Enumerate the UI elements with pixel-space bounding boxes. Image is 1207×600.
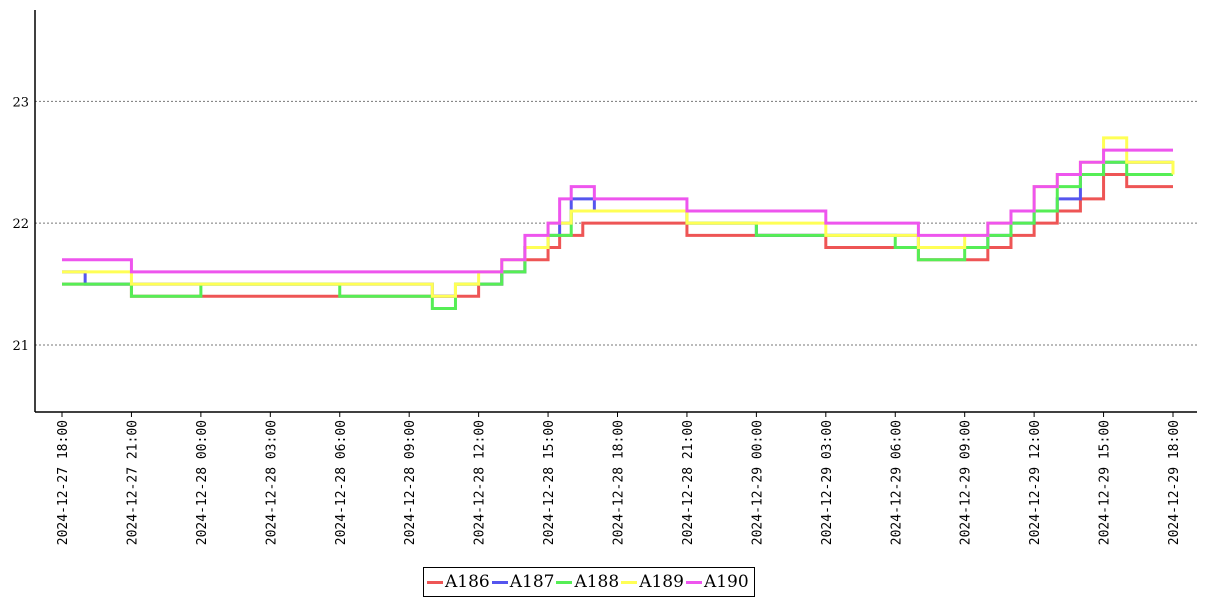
x-tick-label: 2024-12-29 09:00 <box>959 420 974 545</box>
x-tick-label: 2024-12-28 03:00 <box>264 420 279 545</box>
series-line-a187 <box>62 160 1173 298</box>
legend-item-a190: A190 <box>685 572 749 592</box>
legend-label: A186 <box>445 572 490 592</box>
x-tick-label: 2024-12-29 06:00 <box>889 420 904 545</box>
x-tick-label: 2024-12-28 09:00 <box>403 420 418 545</box>
y-tick-labels: 21 22 23 <box>12 95 29 354</box>
series-line-a190 <box>62 148 1173 274</box>
series-line-a188 <box>62 160 1173 310</box>
x-tick-label: 2024-12-28 00:00 <box>195 420 210 545</box>
y-tick-label: 22 <box>12 217 29 232</box>
legend-item-a188: A188 <box>556 572 619 592</box>
legend-swatch <box>491 580 508 584</box>
legend-item-a189: A189 <box>621 572 684 592</box>
x-tick-label: 2024-12-29 15:00 <box>1098 420 1113 545</box>
legend-swatch <box>427 580 443 584</box>
legend-swatch <box>556 580 573 584</box>
x-tick-label: 2024-12-28 18:00 <box>612 420 627 545</box>
legend-label: A189 <box>639 572 684 592</box>
y-tick-label: 21 <box>12 339 29 354</box>
x-tick-label: 2024-12-27 21:00 <box>125 420 140 545</box>
x-tick-labels: 2024-12-27 18:00 2024-12-27 21:00 2024-12-… <box>56 420 1182 545</box>
x-tick-label: 2024-12-28 15:00 <box>542 420 557 545</box>
x-tick-label: 2024-12-28 21:00 <box>681 420 696 545</box>
series-lines <box>62 136 1175 310</box>
legend-item-a186: A186 <box>427 572 490 592</box>
x-tick-label: 2024-12-29 03:00 <box>820 420 835 545</box>
series-line-a186 <box>62 172 1173 298</box>
x-tick-label: 2024-12-29 12:00 <box>1028 420 1043 545</box>
x-tick-label: 2024-12-27 18:00 <box>56 420 71 545</box>
legend-label: A190 <box>703 572 749 592</box>
y-tick-label: 23 <box>12 95 29 110</box>
x-tick-label: 2024-12-28 06:00 <box>334 420 349 545</box>
legend-swatch <box>685 580 702 584</box>
legend: A186 A187 A188 A189 A190 <box>423 567 755 597</box>
x-tick-label: 2024-12-28 12:00 <box>473 420 488 545</box>
x-tick-label: 2024-12-29 00:00 <box>750 420 765 545</box>
legend-swatch <box>621 580 638 584</box>
legend-label: A188 <box>574 572 620 592</box>
axes <box>34 10 1197 417</box>
legend-label: A187 <box>509 572 555 592</box>
x-tick-label: 2024-12-29 18:00 <box>1167 420 1182 545</box>
legend-item-a187: A187 <box>491 572 555 592</box>
